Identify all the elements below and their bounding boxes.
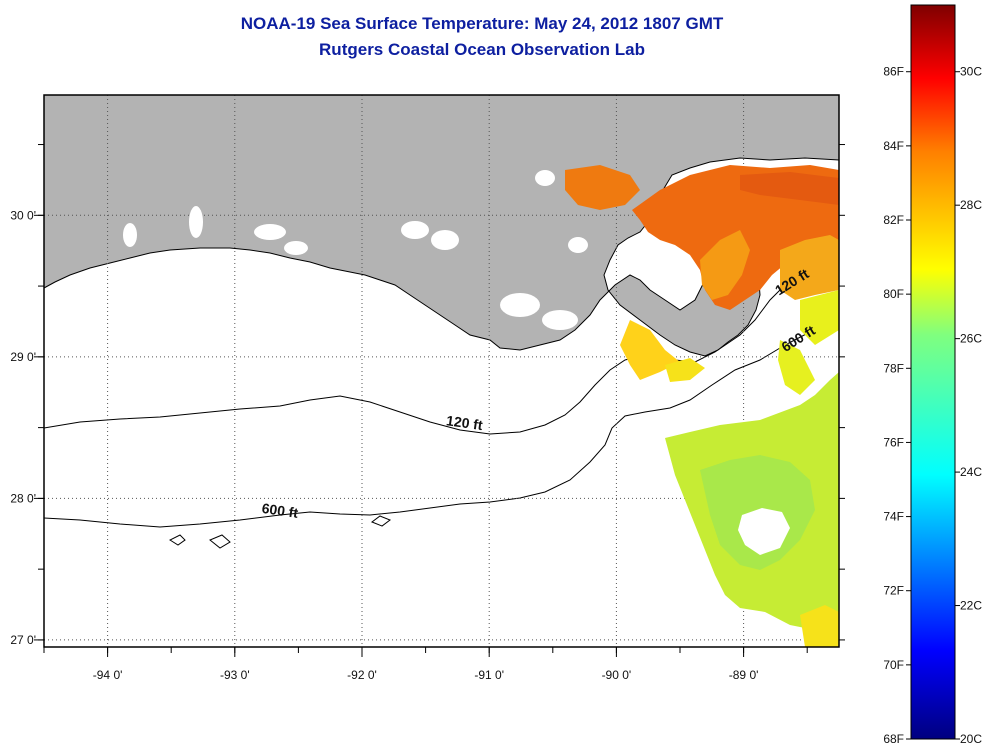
sst-swath-mid [620, 290, 839, 382]
axis-ticks [34, 144, 845, 657]
lon-tick-label: -89 0' [729, 668, 759, 682]
map-subtitle: Rutgers Coastal Ocean Observation Lab [319, 40, 645, 59]
map-title: NOAA-19 Sea Surface Temperature: May 24,… [240, 14, 724, 33]
colorbar-c-label: 20C [960, 732, 982, 746]
colorbar-f-label: 86F [883, 65, 904, 79]
colorbar-f-label: 76F [883, 435, 904, 449]
lat-tick-label: 30 0' [10, 208, 36, 222]
colorbar-f-label: 80F [883, 287, 904, 301]
colorbar [910, 4, 956, 740]
lat-tick-label: 27 0' [10, 633, 36, 647]
lon-tick-label: -91 0' [474, 668, 504, 682]
lon-tick-label: -93 0' [220, 668, 250, 682]
colorbar-ticks [906, 71, 960, 740]
lat-tick-label: 29 0' [10, 350, 36, 364]
colorbar-f-label: 68F [883, 732, 904, 746]
colorbar-f-label: 84F [883, 139, 904, 153]
axis-tick-labels: -94 0' -93 0' -92 0' -91 0' -90 0' -89 0' 30 0… [10, 208, 758, 682]
colorbar-f-label: 70F [883, 658, 904, 672]
contour-label: 600 ft [261, 500, 300, 521]
lon-tick-label: -90 0' [602, 668, 632, 682]
lon-tick-label: -92 0' [347, 668, 377, 682]
colorbar-f-label: 78F [883, 361, 904, 375]
colorbar-f-label: 82F [883, 213, 904, 227]
land-data-gaps [123, 170, 588, 330]
colorbar-c-label: 22C [960, 599, 982, 613]
land-mass [44, 95, 839, 357]
colorbar-f-label: 74F [883, 510, 904, 524]
sst-swath-cool [665, 340, 839, 647]
contour-600ft-loop [168, 515, 392, 549]
colorbar-c-label: 30C [960, 65, 982, 79]
colorbar-labels: 86F 84F 82F 80F 78F 76F 74F 72F 70F 68F 30C 28C 26C 2… [883, 65, 982, 746]
lat-tick-label: 28 0' [10, 491, 36, 505]
colorbar-c-label: 26C [960, 332, 982, 346]
contour-label: 120 ft [445, 412, 484, 433]
contour-600ft [44, 322, 839, 528]
graticule [44, 95, 839, 647]
colorbar-c-label: 24C [960, 465, 982, 479]
colorbar-f-label: 72F [883, 584, 904, 598]
colorbar-c-label: 28C [960, 198, 982, 212]
map-border [43, 94, 840, 648]
lon-tick-label: -94 0' [93, 668, 123, 682]
contour-120ft [44, 235, 839, 435]
sst-swath-warm [565, 165, 839, 310]
